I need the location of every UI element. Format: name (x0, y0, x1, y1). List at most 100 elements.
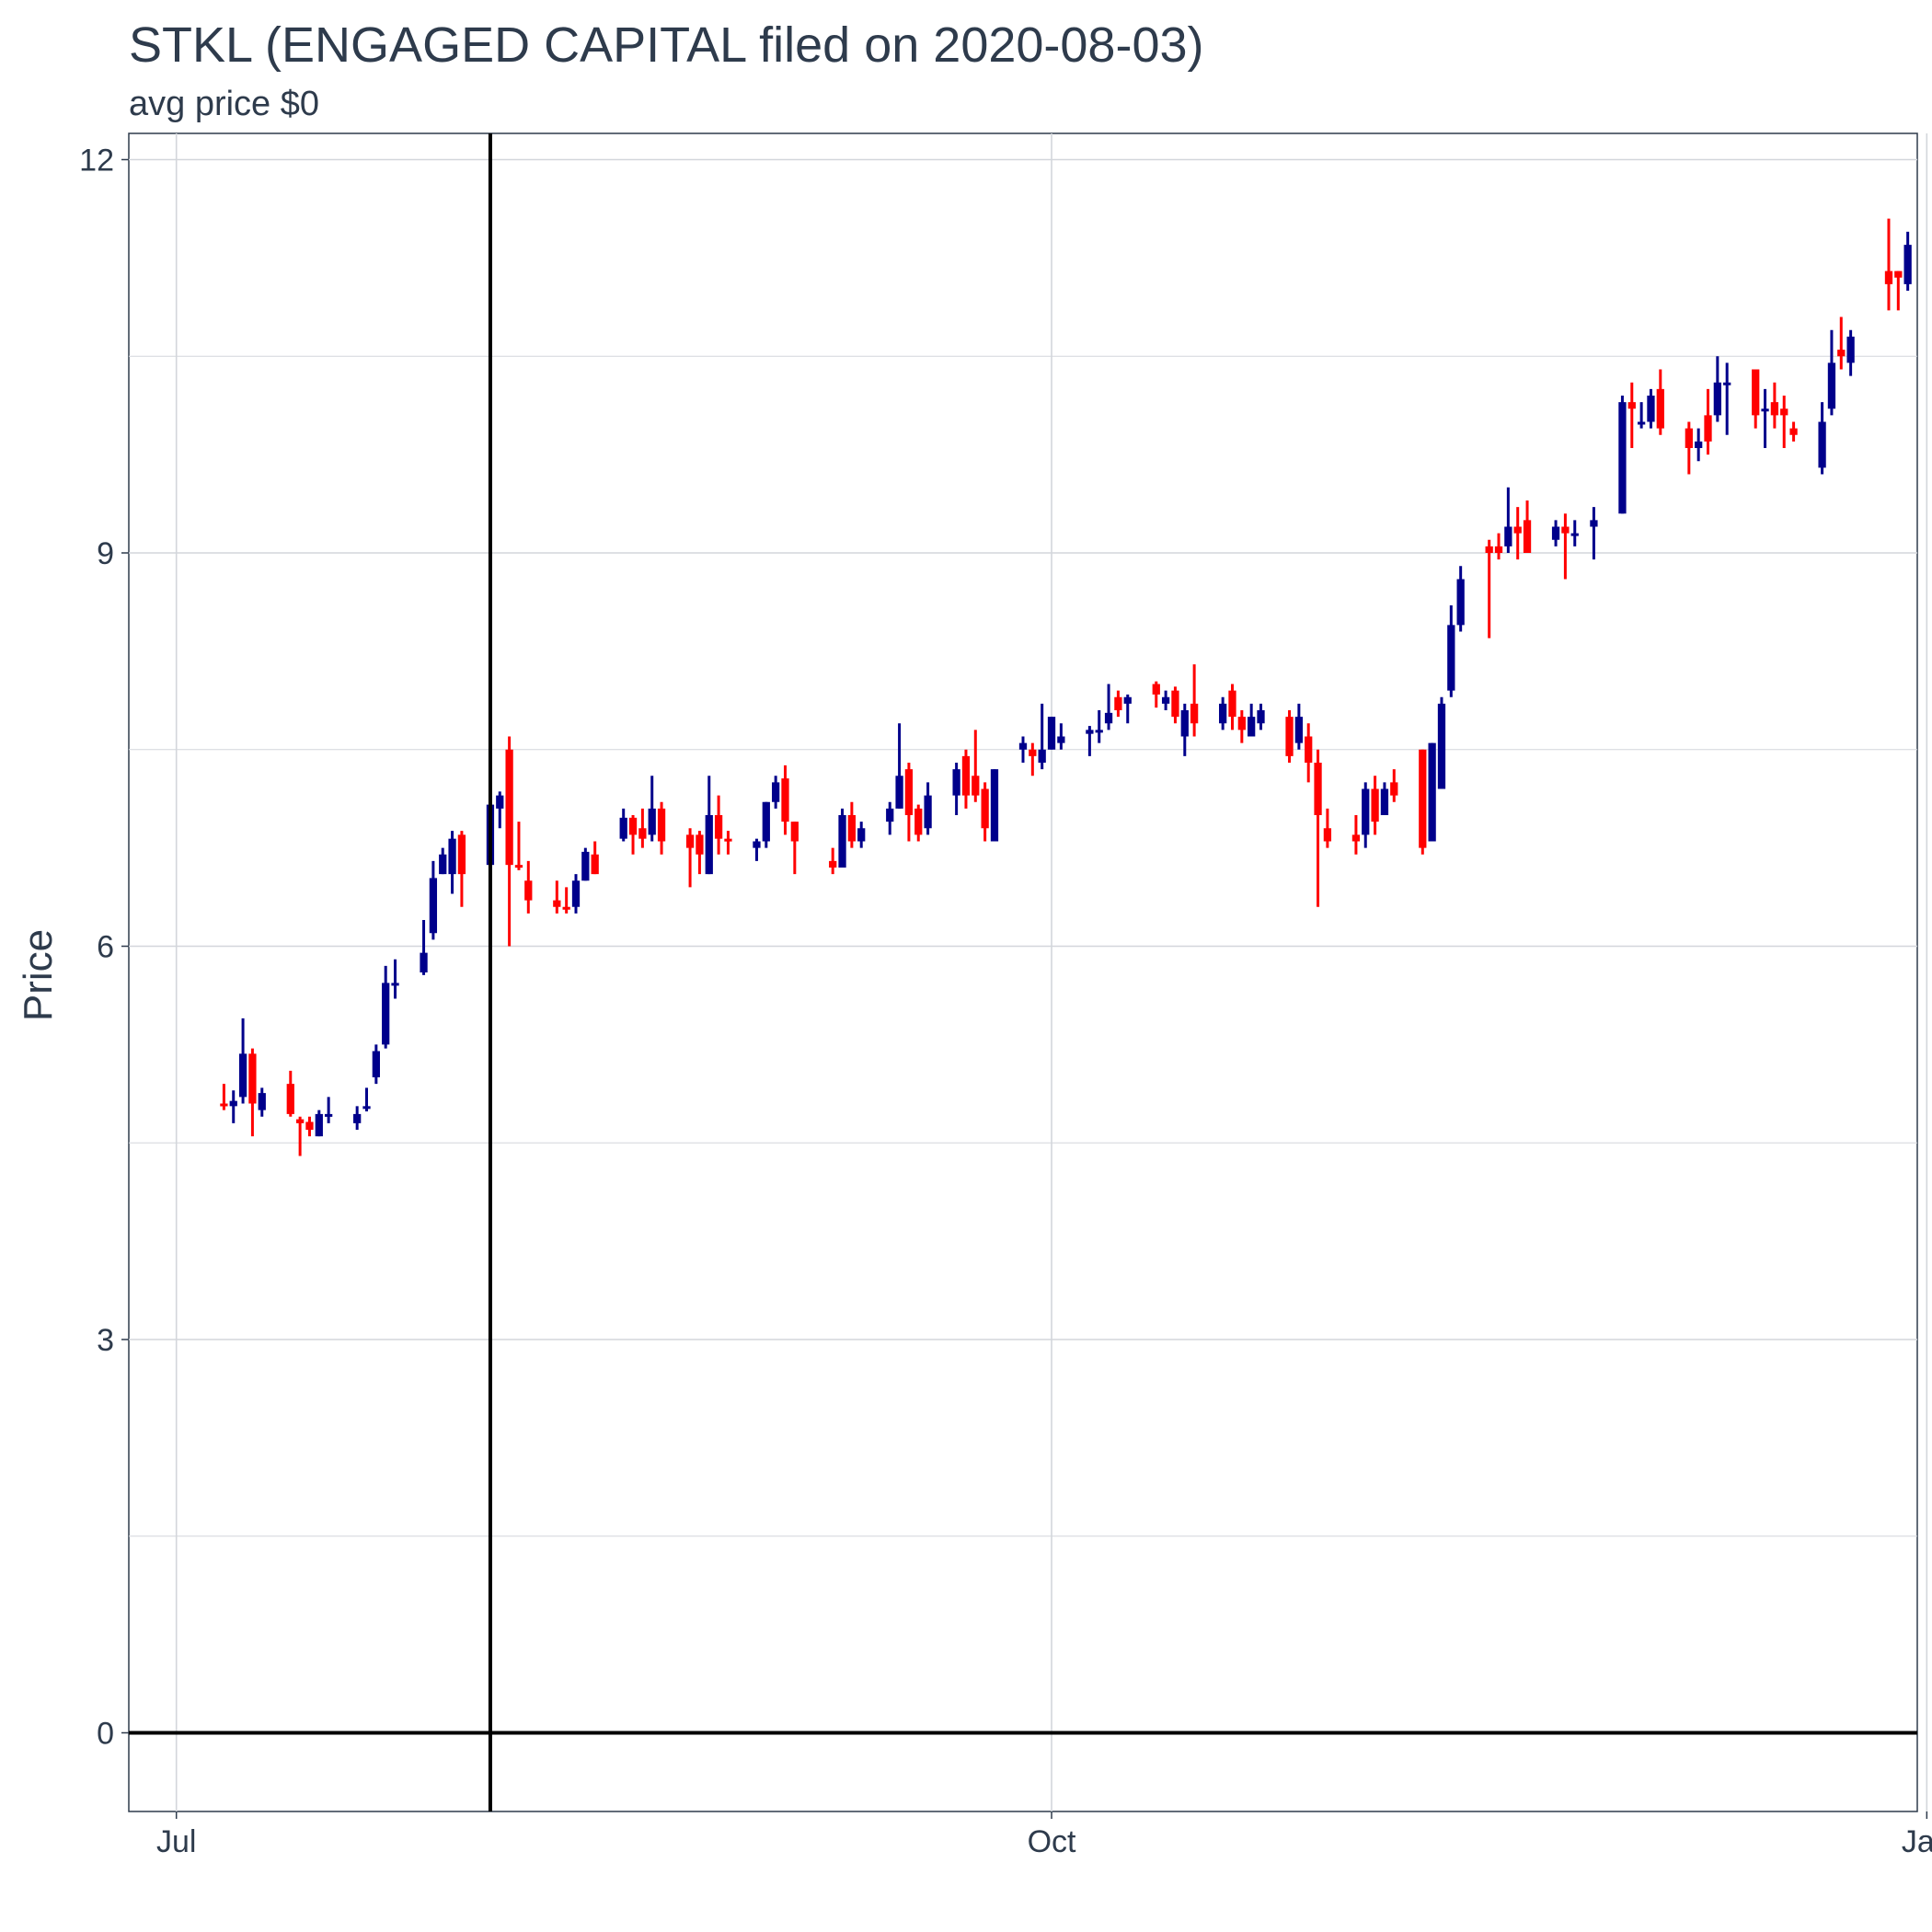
candle-body-up (886, 808, 894, 822)
candle-body-down (1314, 763, 1322, 815)
plot-panel (128, 132, 1918, 1812)
candle-body-up (353, 1113, 362, 1123)
candle-body-down (981, 788, 989, 829)
candle-body-down (781, 778, 789, 822)
candle-body-down (1752, 369, 1760, 416)
reference-lines (129, 133, 1917, 1811)
candle-body-up (1437, 703, 1446, 789)
candle-body-up (1248, 717, 1256, 737)
candle-body-down (1419, 749, 1427, 848)
candle-body-up (1761, 408, 1769, 412)
candle-body-up (1551, 526, 1560, 540)
candle-body-up (1086, 730, 1094, 734)
candle-body-up (1057, 736, 1065, 743)
candle-body-up (1846, 336, 1855, 363)
candle-body-up (571, 880, 581, 907)
candles (220, 218, 1912, 1156)
candle-body-down (1656, 388, 1664, 429)
candle-body-up (1294, 717, 1304, 743)
candle-body-down (1884, 270, 1893, 284)
candle-body-up (420, 952, 428, 972)
candle-body-down (1228, 690, 1236, 718)
candle-body-up (1903, 245, 1912, 284)
candle-body-up (1380, 788, 1389, 815)
candle-body-down (295, 1119, 305, 1123)
candle-body-down (961, 755, 971, 796)
candle-body-up (753, 841, 761, 848)
candle-body-down (696, 834, 704, 855)
candle-body-up (1827, 362, 1836, 409)
candle-body-down (524, 880, 533, 901)
candle-body-up (705, 815, 713, 875)
y-tick-label: 6 (97, 930, 114, 965)
candle-body-up (990, 769, 999, 842)
candle-body-up (581, 851, 590, 881)
candle-body-down (657, 808, 666, 842)
chart-title: STKL (ENGAGED CAPITAL filed on 2020-08-0… (129, 17, 1204, 73)
candle-body-up (1590, 520, 1598, 527)
candle-body-down (1780, 408, 1788, 416)
candle-body-up (362, 1106, 371, 1110)
candle-body-down (1171, 690, 1179, 718)
candle-body-up (1038, 749, 1046, 763)
candle-body-down (1789, 428, 1798, 435)
candle-body-up (1818, 421, 1826, 468)
candle-body-down (505, 749, 513, 866)
candle-body-up (382, 983, 390, 1045)
candle-body-up (648, 808, 656, 835)
candle-body-down (248, 1053, 257, 1104)
axis-ticks: 0 3 6 9 12 Jul Oct Jan (79, 144, 1932, 1860)
candle-body-up (619, 817, 627, 839)
candle-body-down (1770, 402, 1779, 416)
candle-body-up (439, 854, 447, 875)
candle-body-down (1190, 703, 1199, 724)
candle-body-up (1570, 533, 1579, 536)
candle-body-up (762, 801, 770, 842)
candle-body-down (914, 808, 923, 835)
candle-body-up (1257, 710, 1265, 724)
candle-body-up (1723, 382, 1731, 385)
candle-body-up (952, 769, 960, 796)
candle-body-up (258, 1093, 266, 1110)
candle-body-down (553, 900, 561, 907)
candle-body-down (1390, 782, 1398, 796)
candle-body-down (904, 769, 914, 815)
candle-body-down (847, 815, 857, 842)
candle-body-down (286, 1084, 294, 1114)
candle-body-up (1647, 396, 1655, 422)
candle-body-down (1485, 546, 1493, 553)
candle-body-down (1513, 526, 1522, 534)
candle-body-up (238, 1053, 247, 1098)
candle-body-up (1637, 421, 1646, 425)
candle-body-down (1894, 270, 1903, 278)
candle-body-up (1047, 717, 1056, 750)
candle-body-down (790, 822, 799, 842)
candle-body-down (305, 1121, 314, 1130)
candle-body-up (1456, 579, 1465, 626)
candle-body-up (391, 983, 399, 986)
candle-body-down (638, 828, 647, 839)
y-tick-label: 3 (97, 1323, 114, 1358)
candle-body-down (1114, 696, 1122, 710)
candle-body-up (1219, 703, 1227, 724)
candle-body-down (457, 834, 466, 875)
candle-body-down (714, 815, 723, 839)
candle-body-down (220, 1103, 228, 1107)
candle-body-up (1713, 382, 1721, 416)
candle-body-down (972, 776, 980, 796)
candle-body-up (1504, 526, 1512, 546)
candle-body-down (724, 838, 732, 842)
candle-body-up (229, 1100, 237, 1107)
candle-body-down (514, 865, 523, 868)
y-tick-label: 12 (79, 144, 114, 178)
candle-body-up (1095, 730, 1103, 733)
candle-body-down (1494, 546, 1503, 553)
candle-body-up (1018, 742, 1028, 750)
candle-body-up (1123, 696, 1132, 704)
candle-body-up (1180, 710, 1189, 737)
y-tick-label: 9 (97, 536, 114, 571)
candle-body-down (1305, 736, 1313, 763)
chart-subtitle: avg price $0 (129, 85, 320, 123)
candle-body-down (1523, 520, 1532, 553)
